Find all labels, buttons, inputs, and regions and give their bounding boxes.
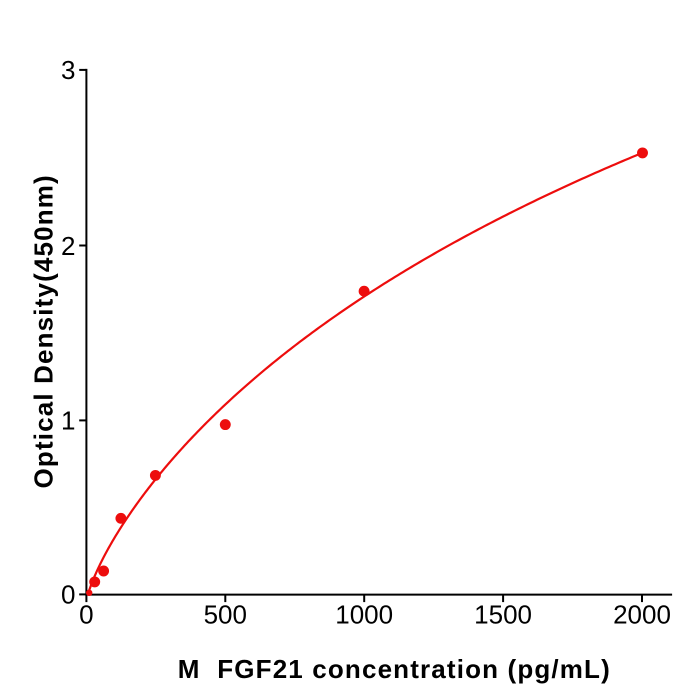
svg-text:2000: 2000	[613, 600, 671, 630]
svg-text:Optical Density(450nm): Optical Density(450nm)	[28, 174, 58, 488]
svg-text:M FGF21 concentration (pg/mL): M FGF21 concentration (pg/mL)	[178, 654, 611, 684]
svg-text:1000: 1000	[335, 600, 393, 630]
svg-text:1500: 1500	[474, 600, 532, 630]
svg-text:0: 0	[79, 600, 93, 630]
svg-text:500: 500	[204, 600, 247, 630]
svg-text:1: 1	[61, 406, 75, 436]
svg-text:0: 0	[61, 580, 75, 610]
svg-text:2: 2	[61, 231, 75, 261]
svg-text:3: 3	[61, 55, 75, 85]
